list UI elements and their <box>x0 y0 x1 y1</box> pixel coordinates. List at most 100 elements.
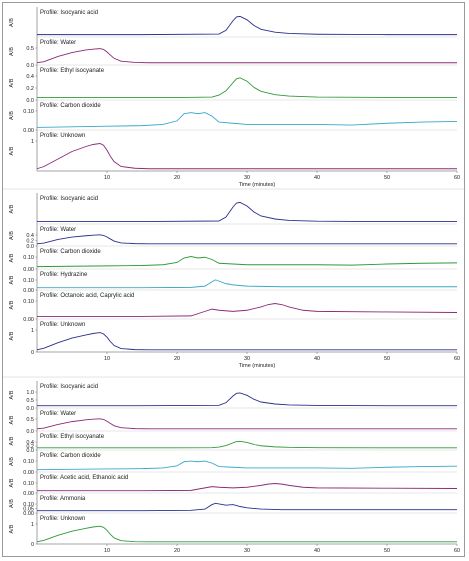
y-tick-label: 0.10 <box>23 278 34 284</box>
x-tick-label: 10 <box>104 548 110 554</box>
y-axis-label: A/B <box>9 111 15 120</box>
series-title: Profile: Isocyanic acid <box>40 384 98 390</box>
y-tick-label: 0.0 <box>26 406 34 412</box>
y-axis-label: A/B <box>9 436 15 445</box>
y-axis-label: A/B <box>9 457 15 466</box>
series-line <box>37 77 457 98</box>
y-tick-label: 0 <box>31 350 34 356</box>
y-axis-label: A/B <box>9 390 15 399</box>
y-tick-label: 1 <box>31 328 34 334</box>
x-tick-label: 10 <box>104 356 110 362</box>
x-tick-label: 40 <box>314 548 320 554</box>
x-tick-label: 50 <box>384 175 390 181</box>
y-tick-label: 0.10 <box>23 255 34 261</box>
series-title: Profile: Water <box>40 40 76 46</box>
series-title: Profile: Ethyl isocyanate <box>40 434 105 440</box>
y-axis-label: A/B <box>9 18 15 27</box>
y-tick-label: 0.00 <box>23 128 34 134</box>
series-title: Profile: Octanoic acid, Caprylic acid <box>40 293 134 299</box>
x-tick-label: 20 <box>174 175 180 181</box>
chart-block-2: Profile: Isocyanic acid A/B Profile: Water… <box>3 193 466 378</box>
y-axis-label: A/B <box>9 47 15 56</box>
x-tick-label: 50 <box>384 356 390 362</box>
x-tick-label: 40 <box>314 356 320 362</box>
y-tick-label: 0.0 <box>26 98 34 104</box>
y-tick-label: 0.4 <box>26 233 34 239</box>
y-tick-label: 0.00 <box>23 491 34 497</box>
y-tick-label: 0.2 <box>26 86 34 92</box>
series-title: Profile: Hydrazine <box>40 272 88 278</box>
x-tick-label: 20 <box>174 548 180 554</box>
series-title: Profile: Ethyl isocyanate <box>40 68 105 74</box>
y-tick-label: 0.10 <box>23 502 34 508</box>
y-tick-label: 0.10 <box>23 299 34 305</box>
x-tick-label: 30 <box>244 548 250 554</box>
series-line <box>36 418 457 430</box>
chart-block-1: Profile: Isocyanic acid A/B Profile: Water… <box>3 7 466 190</box>
chromatogram-figure: Profile: Isocyanic acid A/B Profile: Water… <box>3 7 466 554</box>
series-title: Profile: Unknown <box>40 322 85 328</box>
y-tick-label: 0.5 <box>26 417 34 423</box>
series-line <box>36 332 457 351</box>
y-tick-label: 0.00 <box>23 288 34 294</box>
series-title: Profile: Water <box>40 227 76 233</box>
series-title: Profile: Carbon dioxide <box>40 453 101 459</box>
series-line <box>36 48 457 64</box>
x-tick-label: 30 <box>244 175 250 181</box>
series-line <box>37 15 457 36</box>
figure-frame: Profile: Isocyanic acid A/B Profile: Water… <box>2 2 466 557</box>
series-line <box>36 525 457 543</box>
x-tick-label: 50 <box>384 548 390 554</box>
series-title: Profile: Ammonia <box>40 496 86 502</box>
x-tick-label: 60 <box>454 548 460 554</box>
series-title: Profile: Acetic acid, Ethanoic acid <box>40 475 128 481</box>
y-tick-label: 0.00 <box>23 511 34 517</box>
series-title: Profile: Unknown <box>40 133 85 139</box>
series-line <box>36 112 458 128</box>
series-line <box>36 460 458 471</box>
y-axis-label: A/B <box>9 331 15 340</box>
series-title: Profile: Carbon dioxide <box>40 249 101 255</box>
chart-block-3: Profile: Isocyanic acid A/B 1.0 0.5 0.0 Profi… <box>9 381 460 554</box>
x-tick-label: 60 <box>454 175 460 181</box>
y-tick-label: 0.0 <box>26 448 34 454</box>
y-tick-label: 0.10 <box>23 109 34 115</box>
y-axis-label: A/B <box>9 78 15 87</box>
y-tick-label: 0.0 <box>26 63 34 69</box>
y-axis-label: A/B <box>9 300 15 309</box>
x-axis-label: Time (minutes) <box>239 363 276 369</box>
y-axis-label: A/B <box>9 231 15 240</box>
x-tick-label: 10 <box>104 175 110 181</box>
x-axis-label: Time (minutes) <box>239 182 276 188</box>
series-line <box>37 440 457 449</box>
series-title: Profile: Unknown <box>40 516 85 522</box>
series-line <box>37 279 457 289</box>
y-tick-label: 0.00 <box>23 317 34 323</box>
y-tick-label: 0.2 <box>26 444 34 450</box>
y-tick-label: 0.5 <box>26 398 34 404</box>
series-title: Profile: Carbon dioxide <box>40 103 101 109</box>
series-line <box>36 256 458 268</box>
y-tick-label: 0.10 <box>23 459 34 465</box>
y-tick-label: 0.0 <box>26 244 34 250</box>
y-tick-label: 0.00 <box>23 470 34 476</box>
x-tick-label: 20 <box>174 356 180 362</box>
y-tick-label: 1.0 <box>26 390 34 396</box>
series-title: Profile: Isocyanic acid <box>40 10 98 16</box>
x-tick-label: 60 <box>454 356 460 362</box>
y-tick-label: 0.4 <box>26 74 34 80</box>
y-axis-label: A/B <box>9 478 15 487</box>
y-axis-label: A/B <box>9 275 15 284</box>
y-axis-label: A/B <box>9 524 15 533</box>
y-tick-label: 1 <box>31 139 34 145</box>
x-tick-label: 30 <box>244 356 250 362</box>
y-axis-label: A/B <box>9 204 15 213</box>
y-axis-label: A/B <box>9 146 15 155</box>
y-tick-label: 0.10 <box>23 481 34 487</box>
series-line <box>36 143 457 170</box>
y-tick-label: 0.2 <box>26 239 34 245</box>
y-tick-label: 0.4 <box>26 440 34 446</box>
y-tick-label: 0.0 <box>26 429 34 435</box>
series-line <box>37 303 458 317</box>
y-tick-label: 0.00 <box>23 267 34 273</box>
